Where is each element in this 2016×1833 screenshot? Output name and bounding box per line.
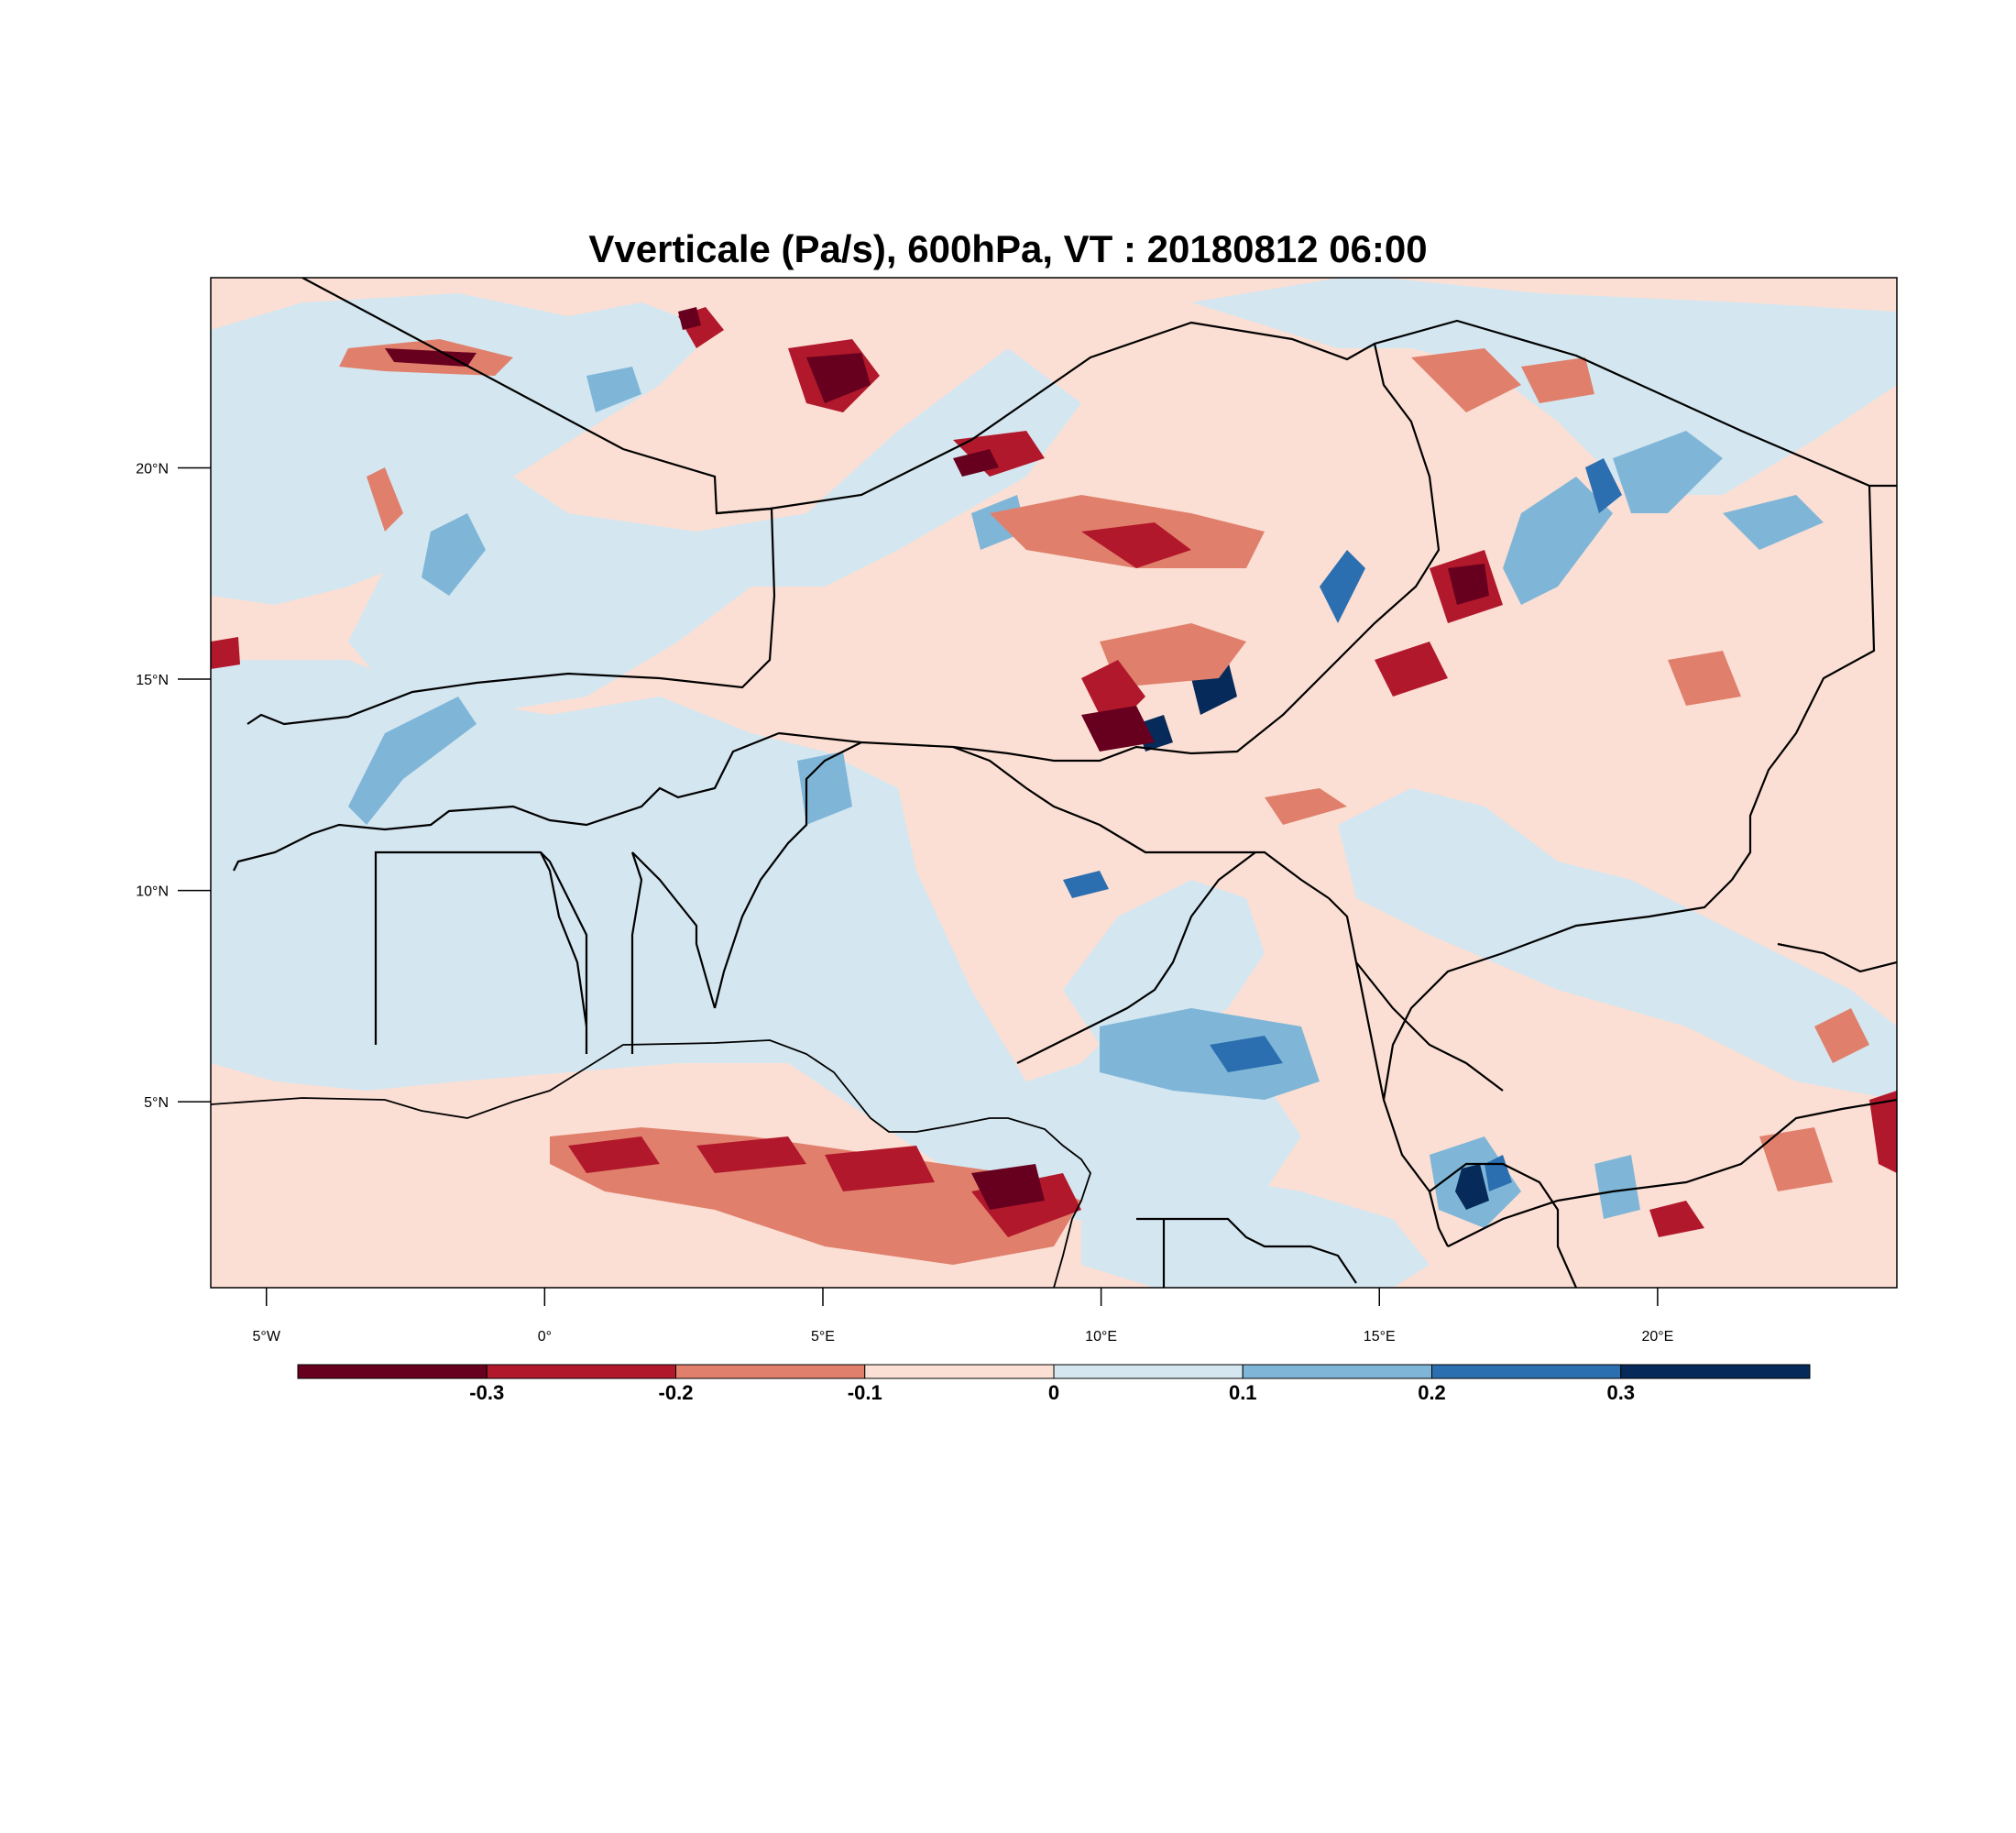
lon-tick-label: 5°E	[811, 1329, 835, 1345]
colorbar-swatch	[1431, 1364, 1622, 1379]
field-streak-red	[1411, 348, 1521, 412]
field-streak-red	[550, 1127, 1081, 1265]
field-core-red	[953, 431, 1045, 477]
latitude-axis: 5°N 10°N 15°N 20°N	[136, 461, 211, 1111]
field-core-dark-red	[971, 1164, 1045, 1210]
colorbar-swatch	[1242, 1364, 1432, 1379]
field-core-dark-red	[385, 348, 477, 367]
field-core-dark-red	[953, 449, 999, 477]
field-core-red	[1649, 1201, 1704, 1237]
field-core-dark-red	[806, 353, 871, 403]
field-streak-blue	[1503, 477, 1613, 605]
field-streak-blue	[1613, 431, 1723, 513]
colorbar-swatch	[297, 1364, 488, 1379]
colorbar-tick-label: -0.2	[659, 1381, 694, 1404]
longitude-axis: 5°W 0° 5°E 10°E 15°E 20°E	[253, 1288, 1673, 1345]
field-core-red	[1081, 522, 1191, 568]
field-streak-blue	[1594, 1155, 1640, 1219]
colorbar-tick-label: 0.3	[1606, 1381, 1635, 1404]
field-blue-region-center	[1063, 880, 1265, 1045]
coastline	[211, 1039, 1091, 1288]
field-streak-red	[1265, 788, 1347, 825]
field-core-dark-red	[678, 307, 701, 330]
field-streak-blue	[422, 513, 486, 596]
colorbar-swatch	[486, 1364, 676, 1379]
field-blue-region-sahel	[211, 660, 1301, 1228]
colorbar-swatch	[1620, 1364, 1811, 1379]
field-streak-red	[1521, 357, 1594, 403]
field-core-dark-blue	[1210, 1036, 1283, 1072]
colorbar-tick-label: -0.3	[469, 1381, 504, 1404]
field-core-red	[1081, 660, 1145, 733]
lon-tick-label: 0°	[538, 1329, 552, 1345]
field-core-red	[825, 1146, 935, 1191]
colorbar-tick-label: 0.1	[1229, 1381, 1257, 1404]
lat-tick-label: 10°N	[136, 884, 169, 900]
field-core-dark-blue	[1455, 1164, 1489, 1210]
field-core-dark-blue	[1320, 550, 1365, 623]
field-streak-red	[367, 467, 403, 532]
colorbar-tick-label: 0.2	[1418, 1381, 1446, 1404]
field-core-dark-red	[1081, 706, 1155, 752]
map-frame	[210, 277, 1898, 1289]
field-streak-red	[1814, 1008, 1869, 1063]
colorbar-swatch	[675, 1364, 866, 1379]
country-boundaries	[233, 278, 1897, 1288]
field-streak-red	[1100, 623, 1246, 687]
field-core-dark-red	[1448, 564, 1489, 605]
field-streak-blue	[1100, 1008, 1320, 1100]
lat-tick-label: 5°N	[144, 1095, 169, 1111]
field-blue-region-southeast	[1338, 788, 1897, 1100]
lon-tick-label: 15°E	[1364, 1329, 1396, 1345]
field-streak-red	[1668, 651, 1741, 706]
field-streak-blue	[1723, 495, 1824, 550]
lon-tick-label: 5°W	[253, 1329, 281, 1345]
field-streak-blue	[797, 752, 852, 825]
lat-tick-label: 15°N	[136, 673, 169, 688]
field-core-dark-blue	[1585, 458, 1622, 513]
map-title: Vverticale (Pa/s), 600hPa, VT : 20180812…	[588, 227, 1428, 270]
colorbar-swatch	[1053, 1364, 1244, 1379]
field-core-red	[568, 1136, 660, 1173]
field-streak-red	[1759, 1127, 1833, 1191]
field-core-red	[696, 1136, 806, 1173]
field-blue-region-west	[348, 348, 1081, 715]
lat-tick-label: 20°N	[136, 461, 169, 477]
field-blue-region-south	[1081, 1173, 1430, 1288]
field-streak-blue	[586, 367, 641, 412]
field-core-dark-blue	[1063, 871, 1109, 898]
lon-tick-label: 20°E	[1641, 1329, 1673, 1345]
field-blue-region-north	[211, 293, 715, 605]
lon-tick-label: 10°E	[1085, 1329, 1117, 1345]
colorbar-swatch	[864, 1364, 1055, 1379]
colorbar-tick-label: -0.1	[848, 1381, 882, 1404]
field-streak-blue	[348, 697, 477, 825]
field-core-red	[1869, 1091, 1897, 1173]
colorbar-tick-label: 0	[1048, 1381, 1059, 1404]
vertical-velocity-field	[211, 278, 1897, 1288]
colorbar: -0.3 -0.2 -0.1 0 0.1 0.2 0.3	[297, 1364, 1811, 1404]
field-core-red	[211, 637, 240, 669]
field-core-red	[1375, 642, 1448, 697]
